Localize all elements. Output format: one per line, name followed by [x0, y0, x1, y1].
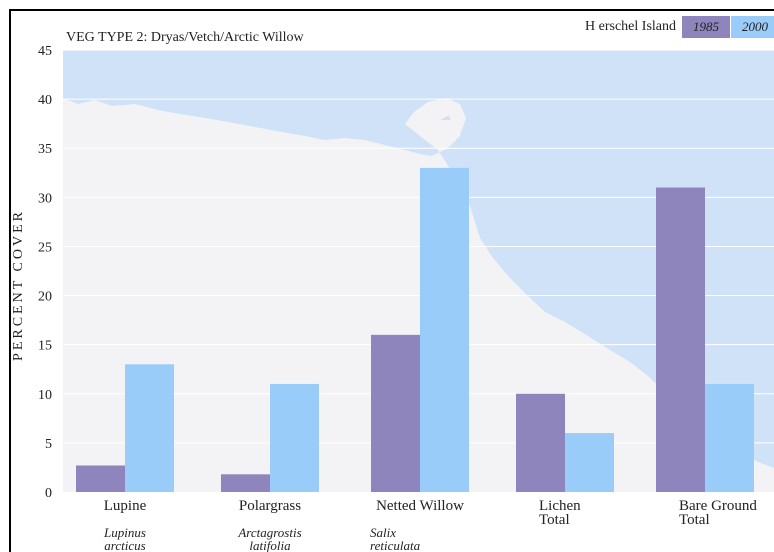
bar-1985-1 [221, 474, 270, 492]
x-category-label: Netted Willow [376, 498, 464, 514]
legend-label-1985: 1985 [693, 19, 720, 34]
y-tick-label: 25 [38, 240, 52, 255]
x-category-label: Bare Ground [679, 498, 757, 514]
bars [76, 167, 754, 492]
bar-1985-2 [371, 334, 420, 492]
x-category-latin-label: Salix [370, 525, 396, 540]
y-tick-label: 40 [38, 93, 52, 108]
x-category-latin-label: latifolia [249, 538, 291, 552]
x-category-label: Lichen [539, 498, 581, 514]
x-category-label: Lupine [104, 498, 147, 514]
y-tick-label: 0 [45, 486, 52, 501]
y-tick-label: 10 [38, 388, 52, 403]
y-tick-label: 35 [38, 142, 52, 157]
x-category-latin-label: reticulata [370, 538, 421, 552]
bar-2000-2 [420, 167, 469, 492]
y-tick-label: 45 [38, 44, 52, 59]
bar-1985-0 [76, 465, 125, 492]
chart-title: VEG TYPE 2: Dryas/Vetch/Arctic Willow [66, 30, 305, 45]
y-tick-label: 30 [38, 191, 52, 206]
y-tick-label: 20 [38, 290, 52, 305]
bar-2000-4 [705, 383, 754, 492]
legend-location: H erschel Island [585, 19, 676, 34]
x-category-label: Total [539, 512, 570, 528]
x-category-latin-label: Lupinus [103, 525, 146, 540]
x-category-latin-label: Arctagrostis [237, 525, 301, 540]
legend-label-2000: 2000 [742, 19, 769, 34]
x-category-latin-label: arcticus [104, 538, 145, 552]
grid-lines [63, 49, 774, 444]
bar-1985-4 [656, 187, 705, 492]
x-category-label: Total [679, 512, 710, 528]
bar-2000-1 [270, 383, 319, 492]
x-category-label: Polargrass [239, 498, 301, 514]
y-axis-label: PERCENT COVER [11, 209, 26, 361]
bar-1985-3 [516, 393, 565, 492]
y-tick-label: 5 [45, 437, 52, 452]
legend-swatch-2000 [731, 16, 774, 38]
bar-2000-3 [565, 433, 614, 492]
y-axis-ticks: 0 5 10 15 20 25 30 35 40 45 [38, 44, 52, 501]
legend-swatch-1985 [682, 16, 730, 38]
y-tick-label: 15 [38, 339, 52, 354]
bar-2000-0 [125, 364, 174, 492]
legend: H erschel Island 1985 2000 [585, 16, 774, 38]
island [414, 98, 466, 130]
